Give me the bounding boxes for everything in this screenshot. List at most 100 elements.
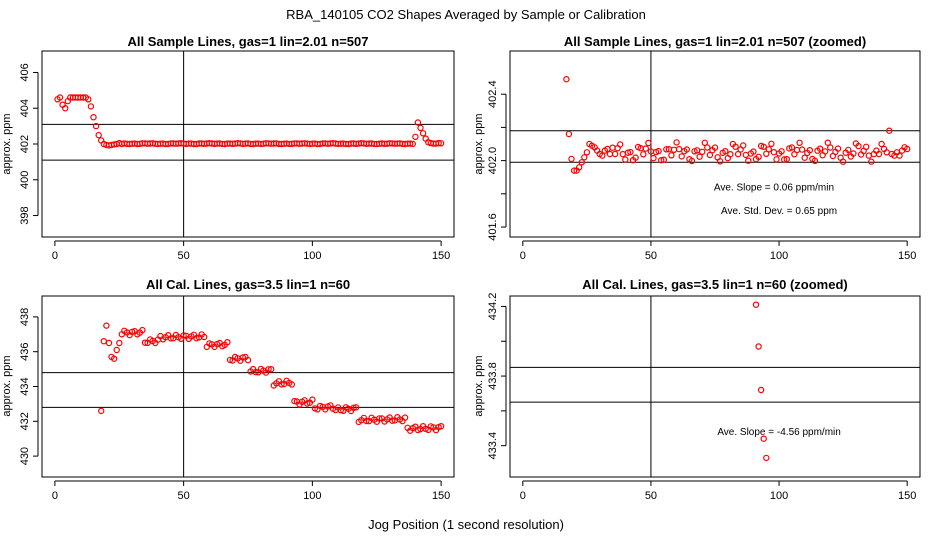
x-tick-label: 50: [645, 250, 657, 262]
data-point: [200, 333, 208, 341]
data-point: [796, 139, 803, 146]
y-tick-label: 433.4: [487, 432, 499, 460]
data-point: [745, 157, 752, 164]
data-point: [435, 139, 442, 147]
data-point: [699, 148, 706, 155]
data-point: [727, 150, 734, 158]
data-point: [711, 144, 719, 151]
data-point: [740, 142, 747, 149]
data-point: [407, 140, 414, 147]
y-axis-label: approx. ppm: [473, 355, 485, 416]
data-point: [583, 149, 591, 156]
data-point: [412, 133, 419, 140]
data-point: [576, 164, 583, 171]
panel-cal-lines-zoomed: All Cal. Lines, gas=3.5 lin=1 n=60 (zoom…: [473, 277, 921, 502]
data-point: [419, 130, 427, 137]
data-point: [599, 152, 606, 159]
data-point: [763, 454, 770, 462]
panel-sample-lines: All Sample Lines, gas=1 lin=2.01 n=507 a…: [1, 34, 455, 262]
y-tick-label: 432: [19, 412, 31, 430]
panel-sample-lines-zoomed: All Sample Lines, gas=1 lin=2.01 n=507 (…: [473, 34, 921, 262]
data-point: [788, 144, 796, 151]
data-point: [655, 147, 662, 155]
data-point: [801, 154, 808, 161]
data-point: [816, 145, 824, 152]
data-point: [87, 103, 95, 110]
data-point: [755, 343, 762, 350]
x-tick-label: 0: [520, 250, 526, 262]
data-point: [760, 143, 767, 150]
data-point: [732, 143, 739, 150]
data-point: [167, 335, 174, 342]
data-point: [409, 140, 416, 148]
data-point: [139, 326, 146, 334]
y-tick-label: 402.4: [487, 80, 499, 108]
x-tick-label: 50: [178, 490, 190, 502]
y-tick-label: 433.8: [487, 362, 499, 390]
data-point: [288, 381, 295, 388]
data-point: [291, 397, 298, 405]
data-point: [868, 158, 875, 165]
data-point: [855, 142, 862, 150]
data-point: [765, 146, 773, 153]
x-tick-label: 150: [898, 490, 916, 502]
annotation-text: Ave. Std. Dev. = 0.65 ppm: [721, 206, 837, 217]
data-point: [337, 407, 344, 414]
y-tick-label: 402.0: [487, 147, 499, 175]
data-point: [95, 131, 102, 139]
data-point: [663, 146, 670, 153]
data-point: [624, 149, 632, 156]
data-point: [568, 155, 575, 163]
data-point: [658, 156, 665, 164]
data-point: [239, 354, 246, 361]
data-point: [863, 143, 870, 150]
y-tick-label: 436: [19, 343, 31, 361]
data-point: [128, 328, 136, 336]
data-point: [97, 407, 105, 415]
data-point: [617, 141, 624, 148]
panel-cal-lines: All Cal. Lines, gas=3.5 lin=1 n=60 appro…: [1, 277, 455, 502]
data-point: [811, 157, 819, 164]
data-point: [565, 130, 573, 138]
data-point: [180, 332, 187, 339]
data-point: [622, 156, 629, 163]
data-point: [875, 150, 883, 158]
data-point: [90, 113, 97, 121]
data-point: [92, 122, 100, 130]
x-tick-label: 150: [898, 250, 916, 262]
data-points: [563, 75, 911, 174]
data-point: [363, 417, 370, 425]
data-point: [822, 148, 829, 155]
data-point: [660, 156, 668, 163]
data-point: [850, 150, 857, 157]
y-tick-label: 434.2: [487, 293, 499, 321]
x-tick-label: 50: [645, 490, 657, 502]
data-point: [755, 153, 762, 160]
data-point: [778, 148, 785, 155]
data-point: [839, 158, 847, 165]
data-point: [244, 356, 252, 364]
data-point: [773, 156, 780, 163]
y-tick-label: 401.6: [487, 213, 499, 241]
data-point: [611, 150, 619, 158]
data-point: [760, 435, 767, 442]
data-point: [688, 157, 696, 165]
data-point: [722, 147, 729, 155]
x-tick-label: 0: [520, 490, 526, 502]
x-tick-label: 50: [178, 250, 190, 262]
y-axis-label: approx. ppm: [1, 355, 13, 416]
y-axis-label: approx. ppm: [1, 113, 13, 174]
data-point: [376, 415, 383, 422]
data-point: [706, 151, 714, 159]
data-point: [224, 339, 231, 346]
x-tick-label: 100: [303, 490, 321, 502]
y-tick-label: 438: [19, 308, 31, 326]
panel-title: All Cal. Lines, gas=3.5 lin=1 n=60 (zoom…: [582, 277, 848, 292]
plot-frame: [41, 50, 455, 238]
data-point: [252, 368, 259, 376]
annotation-text: Ave. Slope = 0.06 ppm/min: [714, 183, 834, 194]
data-point: [56, 94, 64, 101]
data-point: [437, 423, 445, 430]
data-point: [806, 146, 814, 154]
plot-frame: [509, 50, 921, 238]
